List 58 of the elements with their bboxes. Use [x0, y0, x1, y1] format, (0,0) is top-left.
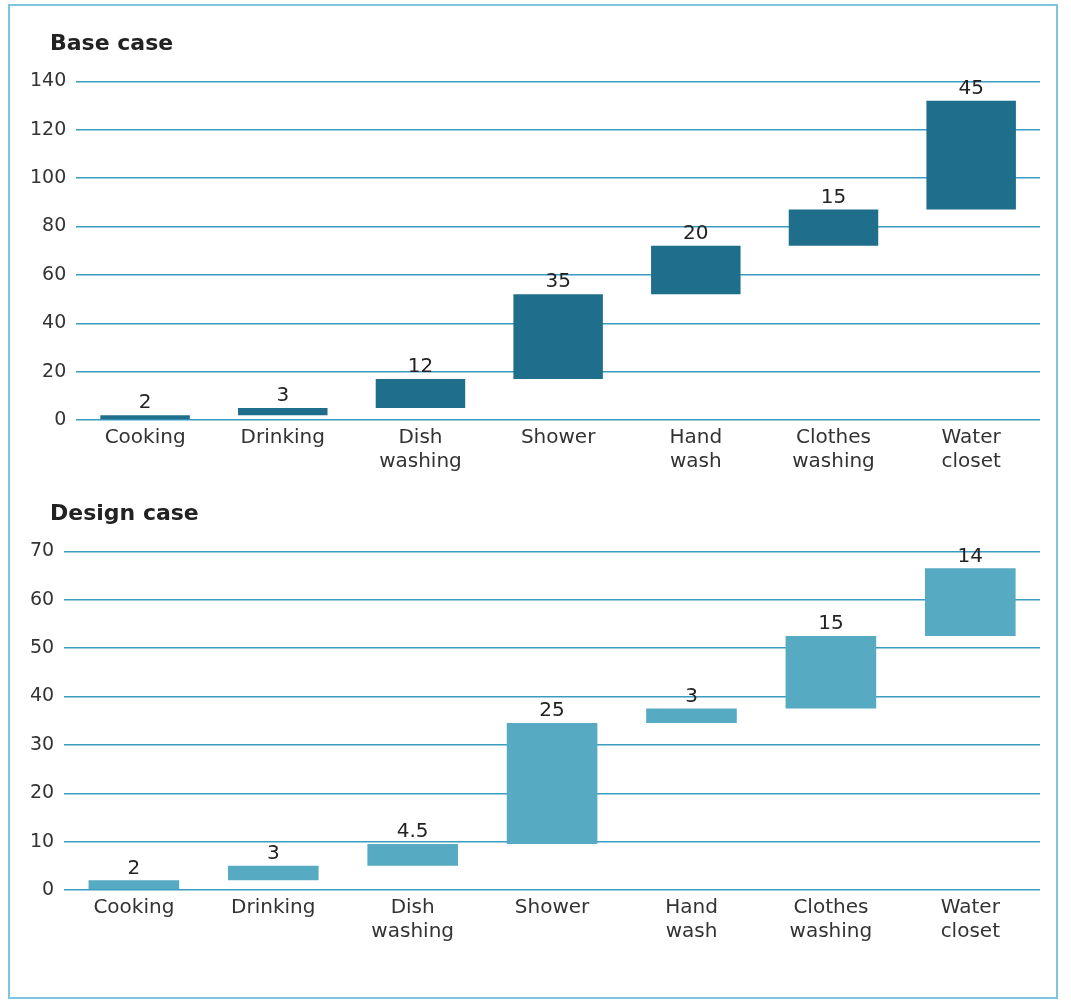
y-tick-label: 10: [29, 828, 55, 851]
y-tick-label: 120: [30, 116, 67, 139]
bar: [238, 407, 328, 416]
data-label: 12: [407, 353, 434, 378]
x-tick-label: Water closet: [941, 424, 1002, 473]
bar: [924, 568, 1016, 637]
bar: [646, 708, 737, 724]
data-label: 25: [539, 697, 565, 722]
y-tick-label: 20: [42, 358, 67, 381]
data-label: 45: [958, 74, 984, 99]
bar: [100, 415, 190, 420]
y-tick-label: 40: [29, 683, 55, 706]
data-label: 15: [820, 183, 847, 208]
x-tick-label: Shower: [520, 424, 597, 449]
y-tick-label: 140: [30, 68, 67, 91]
y-tick-label: 40: [42, 310, 67, 333]
y-tick-label: 60: [42, 261, 67, 284]
x-tick-label: Hand wash: [669, 424, 723, 473]
y-tick-label: 0: [42, 876, 55, 899]
x-tick-label: Dish washing: [371, 894, 455, 943]
bar: [651, 245, 741, 295]
x-tick-label: Cooking: [93, 894, 175, 919]
x-tick-label: Hand wash: [665, 894, 718, 943]
y-tick-label: 20: [29, 780, 55, 803]
y-tick-label: 80: [42, 213, 67, 236]
y-tick-label: 100: [30, 165, 67, 188]
bar: [785, 636, 877, 709]
data-label: 20: [683, 220, 709, 245]
y-tick-label: 30: [29, 731, 55, 754]
data-label: 3: [266, 840, 280, 865]
bar: [88, 880, 180, 890]
x-tick-label: Water closet: [940, 894, 1001, 943]
y-tick-label: 60: [29, 586, 55, 609]
data-label: 35: [545, 268, 571, 293]
bar: [367, 844, 458, 866]
x-tick-label: Drinking: [240, 424, 325, 449]
x-tick-label: Clothes washing: [792, 424, 875, 473]
data-label: 4.5: [396, 818, 429, 843]
data-label: 2: [138, 389, 152, 414]
x-tick-label: Drinking: [231, 894, 316, 919]
bar: [513, 294, 603, 379]
chart-title: Base case: [50, 30, 175, 57]
bar: [227, 865, 319, 881]
y-tick-label: 70: [29, 538, 55, 561]
data-label: 3: [276, 382, 290, 407]
bar: [926, 100, 1016, 210]
x-tick-label: Dish washing: [379, 424, 462, 473]
y-tick-label: 0: [54, 406, 67, 429]
bar: [788, 209, 879, 246]
data-label: 2: [127, 854, 141, 879]
bar: [506, 723, 598, 845]
x-tick-label: Cooking: [104, 424, 186, 449]
data-label: 15: [818, 610, 844, 635]
x-tick-label: Shower: [514, 894, 591, 919]
chart-title: Design case: [50, 500, 200, 527]
y-tick-label: 50: [29, 635, 55, 658]
bar: [375, 378, 466, 408]
x-tick-label: Clothes washing: [789, 894, 873, 943]
